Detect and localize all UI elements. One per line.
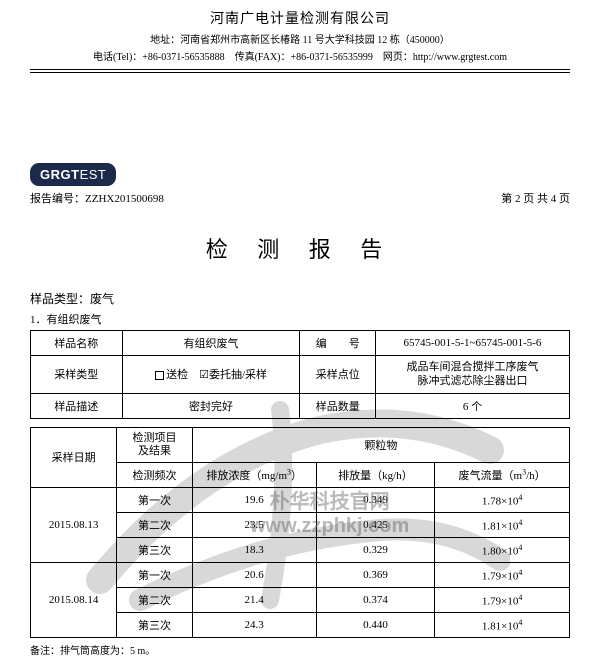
- web-value: http://www.grgtest.com: [413, 52, 507, 63]
- th-date: 采样日期: [31, 427, 117, 487]
- badge-thin: EST: [80, 167, 107, 182]
- cell-value: 19.6: [192, 487, 316, 512]
- cell-freq: 第一次: [117, 562, 192, 587]
- sample-type-label: 样品类型：: [30, 292, 90, 306]
- cell-value: 0.349: [316, 487, 435, 512]
- cell-freq: 第一次: [117, 487, 192, 512]
- table-header-row: 采样日期 检测项目 及结果 颗粒物: [31, 427, 570, 462]
- cell-freq: 第三次: [117, 537, 192, 562]
- data-table: 采样日期 检测项目 及结果 颗粒物 检测频次 排放浓度（mg/m3） 排放量（k…: [30, 427, 570, 638]
- cell-value: 20.6: [192, 562, 316, 587]
- cell-value: 密封完好: [122, 393, 300, 418]
- sample-type-value: 废气: [90, 292, 114, 306]
- cell-value: 18.3: [192, 537, 316, 562]
- table-row: 样品描述 密封完好 样品数量 6 个: [31, 393, 570, 418]
- cell-freq: 第二次: [117, 587, 192, 612]
- th-flow: 废气流量（m3/h）: [435, 462, 570, 487]
- cell-value: 6 个: [375, 393, 569, 418]
- table-row: 2015.08.13 第一次 19.6 0.349 1.78×104: [31, 487, 570, 512]
- cell-value: 0.440: [316, 612, 435, 637]
- cell-label: 样品数量: [300, 393, 375, 418]
- cell-value: 0.374: [316, 587, 435, 612]
- table-row: 采样类型 送检 ☑委托抽/采样 采样点位 成品车间混合搅拌工序废气 脉冲式滤芯除…: [31, 356, 570, 394]
- cell-freq: 第二次: [117, 512, 192, 537]
- cell-label: 采样点位: [300, 356, 375, 394]
- cell-date: 2015.08.14: [31, 562, 117, 637]
- cell-value: 1.81×104: [435, 512, 570, 537]
- report-title: 检 测 报 告: [30, 232, 570, 264]
- cell-value: 1.81×104: [435, 612, 570, 637]
- report-meta: 报告编号：ZZHX201500698 第 2 页 共 4 页: [30, 190, 570, 206]
- th-freq: 检测频次: [117, 462, 192, 487]
- cell-value: 1.79×104: [435, 587, 570, 612]
- tel-value: +86-0371-56535888: [142, 52, 224, 63]
- cell-value: 23.5: [192, 512, 316, 537]
- document-header: 河南广电计量检测有限公司 地址：河南省郑州市高新区长椿路 11 号大学科技园 1…: [30, 8, 570, 63]
- cell-value: 24.3: [192, 612, 316, 637]
- cell-freq: 第三次: [117, 612, 192, 637]
- cell-value: 成品车间混合搅拌工序废气 脉冲式滤芯除尘器出口: [375, 356, 569, 394]
- th-rate: 排放量（kg/h）: [316, 462, 435, 487]
- cell-label: 样品名称: [31, 331, 123, 356]
- tel-label: 电话(Tel)：: [93, 52, 142, 63]
- cell-label: 采样类型: [31, 356, 123, 394]
- address-line: 地址：河南省郑州市高新区长椿路 11 号大学科技园 12 栋（450000）: [30, 31, 570, 46]
- th-group: 颗粒物: [192, 427, 569, 462]
- checkbox-checked-icon: ☑: [199, 369, 209, 381]
- logo-row: GRGTEST: [30, 163, 570, 186]
- cell-value: 0.329: [316, 537, 435, 562]
- cell-date: 2015.08.13: [31, 487, 117, 562]
- cell-value: 65745-001-5-1~65745-001-5-6: [375, 331, 569, 356]
- cell-value: 1.80×104: [435, 537, 570, 562]
- cell-label: 编 号: [300, 331, 375, 356]
- table-row: 样品名称 有组织废气 编 号 65745-001-5-1~65745-001-5…: [31, 331, 570, 356]
- info-table: 样品名称 有组织废气 编 号 65745-001-5-1~65745-001-5…: [30, 330, 570, 419]
- report-no-label: 报告编号：: [30, 193, 85, 205]
- cell-value: 送检 ☑委托抽/采样: [122, 356, 300, 394]
- checkbox-unchecked-icon: [155, 371, 164, 380]
- cell-value: 0.425: [316, 512, 435, 537]
- badge-bold: GRGT: [40, 167, 80, 182]
- section-heading: 1．有组织废气: [30, 311, 570, 327]
- company-name: 河南广电计量检测有限公司: [30, 8, 570, 28]
- th-item: 检测项目 及结果: [117, 427, 192, 462]
- cell-value: 21.4: [192, 587, 316, 612]
- th-conc: 排放浓度（mg/m3）: [192, 462, 316, 487]
- table-row: 2015.08.14 第一次 20.6 0.369 1.79×104: [31, 562, 570, 587]
- report-no-value: ZZHX201500698: [85, 193, 164, 205]
- fax-value: +86-0371-56535999: [291, 52, 373, 63]
- sample-type-line: 样品类型：废气: [30, 290, 570, 307]
- contact-line: 电话(Tel)：+86-0371-56535888 传真(FAX)：+86-03…: [30, 48, 570, 63]
- cell-value: 有组织废气: [122, 331, 300, 356]
- cell-value: 1.79×104: [435, 562, 570, 587]
- footnote: 备注：排气筒高度为：5 m。: [30, 642, 570, 657]
- cell-value: 0.369: [316, 562, 435, 587]
- page-info: 第 2 页 共 4 页: [501, 190, 570, 206]
- cell-value: 1.78×104: [435, 487, 570, 512]
- web-label: 网页：: [383, 52, 413, 63]
- fax-label: 传真(FAX)：: [235, 52, 291, 63]
- grgtest-badge: GRGTEST: [30, 163, 116, 186]
- cell-label: 样品描述: [31, 393, 123, 418]
